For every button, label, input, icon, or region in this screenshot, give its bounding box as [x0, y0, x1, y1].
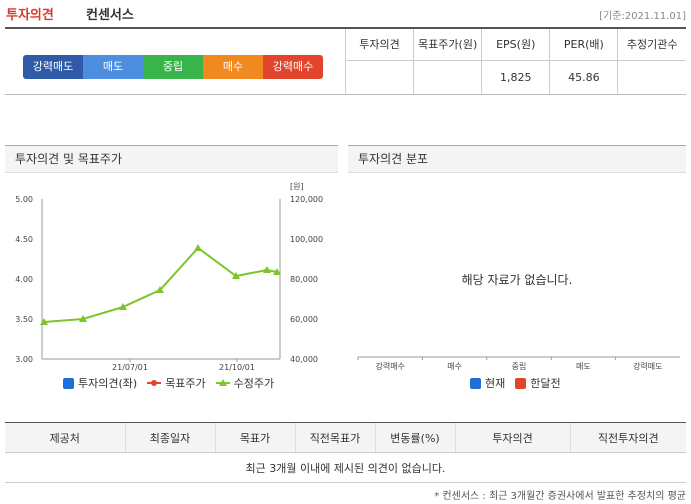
y-left-tick-label: 5.00 — [15, 195, 33, 204]
hist-header-target: 목표가 — [214, 422, 295, 453]
legend-square-icon — [63, 377, 74, 389]
hist-header-prev-target: 직전목표가 — [294, 422, 375, 453]
opinion-history-table: 제공처 최종일자 목표가 직전목표가 변동률(%) 투자의견 직전투자의견 최근… — [5, 422, 686, 483]
summary-header-eps: EPS(원) — [481, 29, 550, 61]
scale-buy: 매수 — [203, 55, 263, 79]
opinion-distribution-panel: 투자의견 분포 해당 자료가 없습니다. 강력매수 매수 중립 매도 강력매도 현재 한… — [348, 145, 686, 395]
legend-label: 목표주가 — [165, 377, 206, 390]
hist-header-date: 최종일자 — [124, 422, 215, 453]
legend-item-adj: 수정주가 — [215, 375, 275, 391]
y-left-tick-label: 3.00 — [15, 355, 33, 364]
legend-item-month-ago: 한달전 — [515, 375, 561, 391]
summary-header-opinion: 투자의견 — [344, 29, 414, 61]
series-point — [119, 303, 127, 310]
base-date: [기준:2021.11.01] — [599, 11, 686, 22]
y-right-tick-label: 120,000 — [290, 195, 323, 204]
distribution-category-label: 강력매수 — [375, 361, 404, 371]
x-tick-label: 21/07/01 — [112, 363, 148, 372]
distribution-axis: 강력매수 매수 중립 매도 강력매도 — [357, 356, 680, 371]
x-tick-label: 21/10/01 — [219, 363, 255, 372]
scale-strong-sell: 강력매도 — [23, 55, 83, 79]
scale-neutral: 중립 — [143, 55, 203, 79]
series-line — [43, 246, 278, 323]
section-header: 투자의견 컨센서스 [기준:2021.11.01] — [6, 4, 686, 24]
series-point — [232, 272, 240, 279]
legend-square-icon — [515, 377, 527, 389]
series-point — [40, 318, 48, 325]
legend-item-opinion: 투자의견(좌) — [63, 375, 137, 391]
distribution-category-label: 매수 — [447, 362, 462, 371]
consensus-summary: 강력매도 매도 중립 매수 강력매수 투자의견 목표주가(원) EPS(원) P… — [5, 29, 686, 95]
hist-header-change: 변동률(%) — [374, 422, 455, 453]
no-data-message: 해당 자료가 없습니다. — [461, 273, 573, 287]
scale-strong-buy: 강력매수 — [263, 55, 323, 79]
summary-opinion — [344, 60, 414, 95]
opinion-target-chart: 5.00 120,000 4.50 100,000 4.00 80,000 3.50 60,0… — [15, 182, 323, 372]
distribution-category-label: 매도 — [576, 362, 591, 371]
opinion-target-panel: 투자의견 및 목표주가 5.00 120,000 4.50 100,000 4.00 80… — [5, 145, 338, 395]
series-point — [79, 315, 87, 322]
series-point — [273, 268, 281, 275]
distribution-legend: 현재 한달전 — [470, 375, 561, 391]
footnote: * 컨센서스 : 최근 3개월간 증권사에서 발표한 추정치의 평균 — [434, 491, 686, 502]
hist-header-opinion: 투자의견 — [454, 422, 570, 453]
distribution-category-label: 강력매도 — [633, 361, 662, 371]
summary-eps: 1,825 — [481, 60, 550, 95]
opinion-scale: 강력매도 매도 중립 매수 강력매수 — [23, 55, 323, 79]
y-right-tick-label: 60,000 — [290, 315, 318, 324]
summary-header-count: 추정기관수 — [617, 29, 686, 61]
legend-label: 현재 — [485, 377, 506, 390]
y-right-tick-label: 100,000 — [290, 235, 323, 244]
y-right-unit: [원] — [290, 182, 304, 191]
triangle-line-icon — [215, 379, 230, 386]
top-divider — [5, 27, 686, 29]
y-left-tick-label: 3.50 — [15, 315, 33, 324]
hist-header-provider: 제공처 — [5, 422, 125, 453]
chart-legend: 투자의견(좌) 목표주가 수정주가 — [63, 375, 274, 391]
section-subtitle: 컨센서스 — [86, 8, 134, 23]
series-point — [194, 244, 202, 251]
scale-sell: 매도 — [83, 55, 143, 79]
hist-header-prev-opinion: 직전투자의견 — [569, 422, 686, 453]
series-point — [156, 286, 164, 293]
y-right-tick-label: 40,000 — [290, 355, 318, 364]
dot-line-icon — [147, 380, 162, 386]
summary-header-per: PER(배) — [549, 29, 618, 61]
summary-table: 투자의견 목표주가(원) EPS(원) PER(배) 추정기관수 1,825 4… — [344, 29, 686, 95]
legend-label: 투자의견(좌) — [78, 377, 138, 390]
series-point — [263, 266, 271, 273]
y-left-tick-label: 4.00 — [15, 275, 33, 284]
distribution-category-label: 중립 — [512, 362, 527, 371]
legend-square-icon — [470, 377, 481, 389]
legend-item-target: 목표주가 — [147, 375, 206, 391]
panel-title: 투자의견 분포 — [348, 146, 686, 173]
summary-count — [617, 60, 686, 95]
legend-item-current: 현재 — [470, 375, 505, 391]
section-title: 투자의견 — [6, 8, 54, 23]
legend-label: 한달전 — [530, 377, 561, 390]
legend-label: 수정주가 — [233, 377, 275, 390]
panel-title: 투자의견 및 목표주가 — [5, 146, 338, 173]
hist-empty-message: 최근 3개월 이내에 제시된 의견이 없습니다. — [5, 452, 686, 483]
summary-per: 45.86 — [549, 60, 618, 95]
y-right-tick-label: 80,000 — [290, 275, 318, 284]
y-left-tick-label: 4.50 — [15, 235, 33, 244]
summary-header-target: 목표주가(원) — [413, 29, 482, 61]
summary-target — [413, 60, 482, 95]
